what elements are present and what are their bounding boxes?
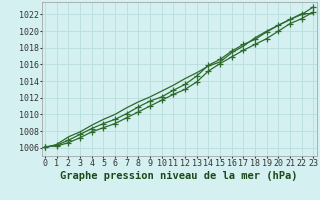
X-axis label: Graphe pression niveau de la mer (hPa): Graphe pression niveau de la mer (hPa) [60, 171, 298, 181]
